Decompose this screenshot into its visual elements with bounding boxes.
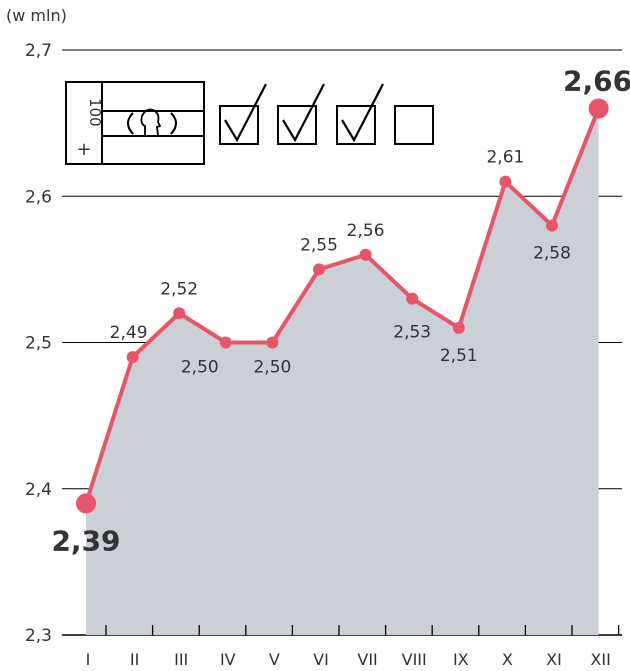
card-sign: + [76, 139, 91, 160]
y-tick-label: 2,6 [25, 187, 52, 207]
y-tick-label: 2,7 [25, 41, 52, 61]
ballot-card [65, 81, 205, 165]
area-fill [86, 108, 599, 635]
x-tick-label: IV [220, 650, 236, 669]
ballot-card-with-checkboxes-icon: 100 + [65, 81, 434, 165]
checkmark-icon [282, 83, 325, 143]
data-point [499, 175, 512, 188]
data-label: 2,50 [181, 358, 219, 378]
data-point [219, 336, 232, 349]
card-denomination: 100 [86, 98, 104, 127]
data-point [76, 493, 96, 514]
x-tick-label: VI [313, 650, 329, 669]
checkbox-empty [394, 105, 434, 145]
checkmark-icon [341, 83, 384, 143]
data-labels: 2,39 2,49 2,52 2,50 2,50 2,55 2,56 2,53 2,51 2,61… [51, 65, 630, 558]
data-point [546, 219, 558, 232]
y-unit-label: (w mln) [6, 6, 67, 25]
data-label: 2,39 [51, 524, 120, 557]
data-label: 2,53 [393, 323, 431, 343]
data-point [173, 307, 186, 320]
portrait-bracket-right [170, 112, 177, 135]
data-point [126, 351, 139, 364]
data-point [266, 336, 279, 349]
data-label: 2,58 [533, 244, 571, 264]
x-tick-label: II [130, 650, 139, 669]
x-tick-label: III [174, 650, 188, 669]
data-point [452, 321, 465, 334]
area-shape [86, 108, 599, 635]
data-label: 2,55 [300, 235, 338, 255]
data-point [406, 292, 419, 305]
x-tick-label: XI [546, 650, 562, 669]
x-tick-label: V [269, 650, 280, 669]
y-tick-label: 2,3 [25, 626, 52, 646]
x-tick-label: X [502, 650, 513, 669]
data-label: 2,61 [486, 148, 524, 168]
x-tick-label: IX [453, 650, 469, 669]
data-point [359, 248, 372, 261]
x-tick-label: VIII [402, 650, 427, 669]
data-points [76, 98, 609, 514]
data-point [588, 98, 609, 119]
data-label: 2,49 [110, 323, 148, 343]
data-label: 2,56 [347, 221, 385, 241]
data-line [84, 106, 601, 506]
data-label: 2,66 [563, 65, 630, 98]
x-tick-label: VII [357, 650, 377, 669]
checkmark-icon [224, 83, 267, 143]
x-tick-label: I [86, 650, 91, 669]
data-label: 2,50 [253, 358, 291, 378]
data-point [313, 263, 325, 276]
x-tick-label: XII [590, 650, 610, 669]
portrait-icon [140, 108, 162, 136]
data-label: 2,52 [160, 279, 198, 299]
portrait-bracket-left [127, 112, 134, 135]
data-label: 2,51 [440, 346, 478, 366]
x-axis: I II III IV V VI VII VIII IX X XI XII [86, 625, 620, 669]
y-tick-label: 2,4 [25, 480, 52, 500]
series-line [84, 106, 601, 506]
y-tick-label: 2,5 [25, 334, 52, 354]
